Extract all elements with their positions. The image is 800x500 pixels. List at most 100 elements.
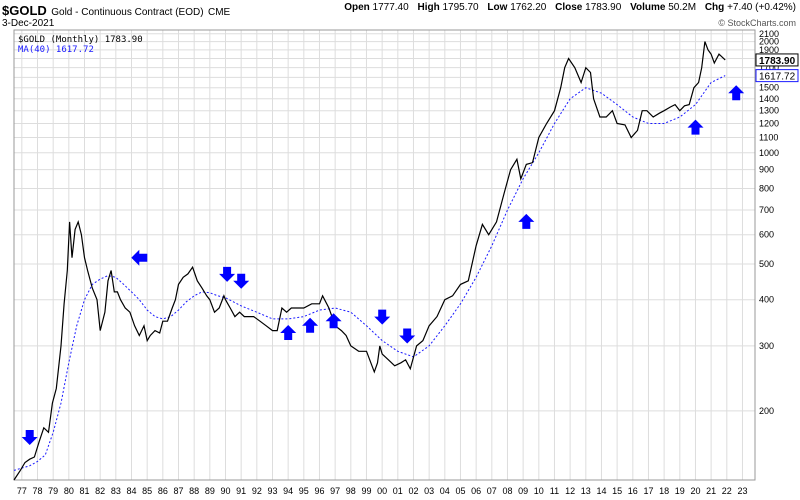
x-tick-label: 91 (236, 486, 246, 496)
y-tick-label: 1400 (759, 94, 779, 104)
x-tick-label: 77 (17, 486, 27, 496)
x-tick-label: 04 (440, 486, 450, 496)
x-tick-label: 11 (550, 486, 559, 496)
close-value: 1783.90 (585, 2, 622, 13)
x-tick-label: 01 (393, 486, 403, 496)
arrow-down-marker (374, 309, 391, 325)
last-price-tag: 1783.90 (755, 53, 799, 67)
x-tick-label: 06 (471, 486, 481, 496)
y-tick-label: 300 (759, 341, 774, 351)
y-tick-label: 1100 (759, 132, 778, 142)
x-axis: 77 78 79 80 81 82 83 84 85 86 87 88 89 90 91 92 93 94 95 96… (17, 486, 748, 496)
x-tick-label: 79 (48, 486, 58, 496)
arrow-down-marker (219, 266, 236, 282)
x-tick-label: 92 (252, 486, 262, 496)
x-tick-label: 85 (142, 486, 152, 496)
x-tick-label: 98 (346, 486, 356, 496)
x-tick-label: 12 (565, 486, 575, 496)
arrow-left-marker (131, 249, 148, 266)
y-tick-label: 800 (759, 184, 774, 194)
arrow-up-marker (687, 119, 704, 135)
y-tick-label: 200 (759, 406, 774, 416)
y-tick-label: 500 (759, 259, 774, 269)
instrument-name: Gold - Continuous Contract (EOD) (51, 7, 204, 18)
legend-ma: MA(40) 1617.72 (18, 45, 94, 55)
arrow-up-marker (728, 85, 745, 101)
chart-header: $GOLD Gold - Continuous Contract (EOD) C… (2, 2, 796, 30)
arrow-down-marker (399, 328, 416, 344)
title-line: $GOLD Gold - Continuous Contract (EOD) C… (2, 2, 230, 20)
x-tick-label: 10 (534, 486, 544, 496)
y-tick-label: 900 (759, 165, 774, 175)
x-tick-label: 08 (502, 486, 512, 496)
ma-line (13, 75, 726, 471)
x-tick-label: 94 (283, 486, 293, 496)
y-tick-label: 1700 (759, 63, 779, 73)
x-tick-label: 88 (189, 486, 199, 496)
x-tick-label: 22 (722, 486, 732, 496)
plot-frame (13, 29, 756, 481)
x-tick-label: 78 (32, 486, 42, 496)
x-tick-label: 82 (95, 486, 105, 496)
x-tick-label: 97 (330, 486, 340, 496)
x-tick-label: 81 (79, 486, 89, 496)
legend-price: $GOLD (Monthly) 1783.90 (18, 35, 143, 45)
arrow-up-marker (302, 317, 319, 333)
x-tick-label: 09 (518, 486, 528, 496)
x-tick-label: 05 (455, 486, 465, 496)
x-tick-label: 18 (659, 486, 669, 496)
arrow-up-marker (280, 325, 297, 340)
y-tick-label: 1000 (759, 148, 779, 158)
low-label: Low (487, 2, 508, 13)
y-tick-label: 600 (759, 230, 774, 240)
x-tick-label: 83 (111, 486, 121, 496)
close-label: Close (555, 2, 583, 13)
symbol: $GOLD (2, 3, 47, 18)
annotations (21, 85, 745, 445)
arrow-up-marker (325, 313, 342, 329)
volume-label: Volume (630, 2, 666, 13)
grid (14, 30, 755, 480)
x-tick-label: 84 (126, 486, 136, 496)
chg-label: Chg (704, 2, 725, 13)
x-tick-label: 90 (220, 486, 230, 496)
y-tick-label: 1500 (759, 83, 779, 93)
arrow-down-marker (21, 430, 38, 445)
x-tick-label: 14 (596, 486, 606, 496)
x-tick-label: 99 (361, 486, 371, 496)
x-tick-label: 86 (158, 486, 168, 496)
chg-value: +7.40 (+0.42%) (727, 2, 796, 13)
y-tick-label: 700 (759, 205, 774, 215)
series (13, 41, 726, 481)
x-tick-label: 17 (643, 486, 653, 496)
y-axis: 200 300 400 500 600 700 800 900 1000 1100 1200 1300… (755, 29, 799, 416)
svg-text:1617.72: 1617.72 (759, 72, 796, 83)
low-value: 1762.20 (510, 2, 547, 13)
x-tick-label: 96 (314, 486, 324, 496)
x-tick-label: 21 (706, 486, 716, 496)
open-label: Open (344, 2, 370, 13)
y-tick-label: 1200 (759, 119, 779, 129)
x-tick-label: 13 (581, 486, 591, 496)
x-tick-label: 16 (628, 486, 638, 496)
x-tick-label: 87 (173, 486, 183, 496)
x-tick-label: 00 (377, 486, 387, 496)
date-label: 3-Dec-2021 (2, 18, 55, 29)
x-tick-label: 15 (612, 486, 622, 496)
open-value: 1777.40 (372, 2, 409, 13)
x-tick-label: 19 (675, 486, 685, 496)
high-label: High (417, 2, 440, 13)
x-tick-label: 95 (299, 486, 309, 496)
y-tick-label: 2100 (759, 29, 779, 39)
volume-value: 50.2M (668, 2, 697, 13)
svg-text:1783.90: 1783.90 (759, 56, 796, 67)
price-line (13, 41, 726, 481)
x-tick-label: 20 (690, 486, 700, 496)
y-tick-label: 400 (759, 295, 774, 305)
y-tick-label: 1300 (759, 106, 779, 116)
x-tick-label: 03 (424, 486, 434, 496)
x-tick-label: 89 (205, 486, 215, 496)
high-value: 1795.70 (442, 2, 479, 13)
watermark: © StockCharts.com (718, 18, 796, 28)
